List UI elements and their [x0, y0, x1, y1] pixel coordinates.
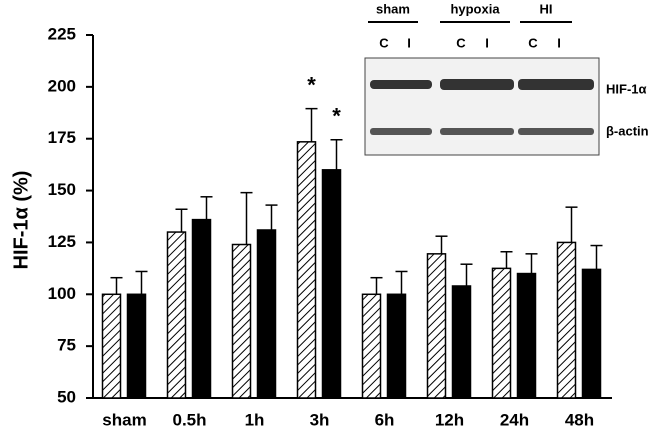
y-tick-label: 150 [48, 180, 76, 199]
bar [491, 267, 512, 399]
significance-marker: * [307, 72, 316, 97]
inset-lane-label: I [557, 35, 561, 50]
bar [426, 253, 447, 399]
y-tick-label: 50 [57, 387, 76, 406]
inset-lane-label: I [407, 35, 411, 50]
x-tick-label: 6h [375, 410, 395, 429]
blot-image [364, 57, 600, 156]
bar [581, 268, 602, 399]
bar [166, 231, 187, 399]
bar [126, 293, 147, 399]
bar [386, 293, 407, 399]
bar [256, 229, 277, 399]
inset-lane-label: C [456, 35, 466, 50]
y-tick-label: 175 [48, 128, 76, 147]
y-tick-label: 125 [48, 232, 76, 251]
x-tick-label: 1h [245, 410, 265, 429]
x-tick-label: 24h [500, 410, 529, 429]
bar [451, 285, 472, 399]
x-tick-label: 48h [565, 410, 594, 429]
bar [296, 141, 317, 399]
bar [361, 293, 382, 399]
inset-lane-label: C [379, 35, 389, 50]
inset-group-label: hypoxia [450, 1, 500, 16]
bar [321, 169, 342, 399]
x-tick-label: 3h [310, 410, 330, 429]
inset-group-label: sham [376, 1, 410, 16]
bar [101, 293, 122, 399]
bar [516, 272, 537, 399]
x-tick-label: 0.5h [172, 410, 206, 429]
inset-lane-label: I [485, 35, 489, 50]
bar [556, 241, 577, 399]
y-tick-label: 75 [57, 336, 76, 355]
inset-group-label: HI [540, 1, 553, 16]
blot-bands [370, 79, 594, 135]
x-tick-label: 12h [435, 410, 464, 429]
bar [231, 243, 252, 399]
inset-row-label: HIF-1α [606, 81, 647, 96]
significance-marker: * [332, 104, 341, 129]
y-tick-label: 225 [48, 24, 76, 43]
y-tick-label: 200 [48, 76, 76, 95]
bar [191, 218, 212, 399]
y-axis-label: HIF-1α (%) [10, 171, 32, 270]
x-tick-label: sham [102, 410, 146, 429]
y-tick-label: 100 [48, 284, 76, 303]
inset-row-label: β-actin [606, 123, 649, 138]
inset-lane-label: C [528, 35, 538, 50]
